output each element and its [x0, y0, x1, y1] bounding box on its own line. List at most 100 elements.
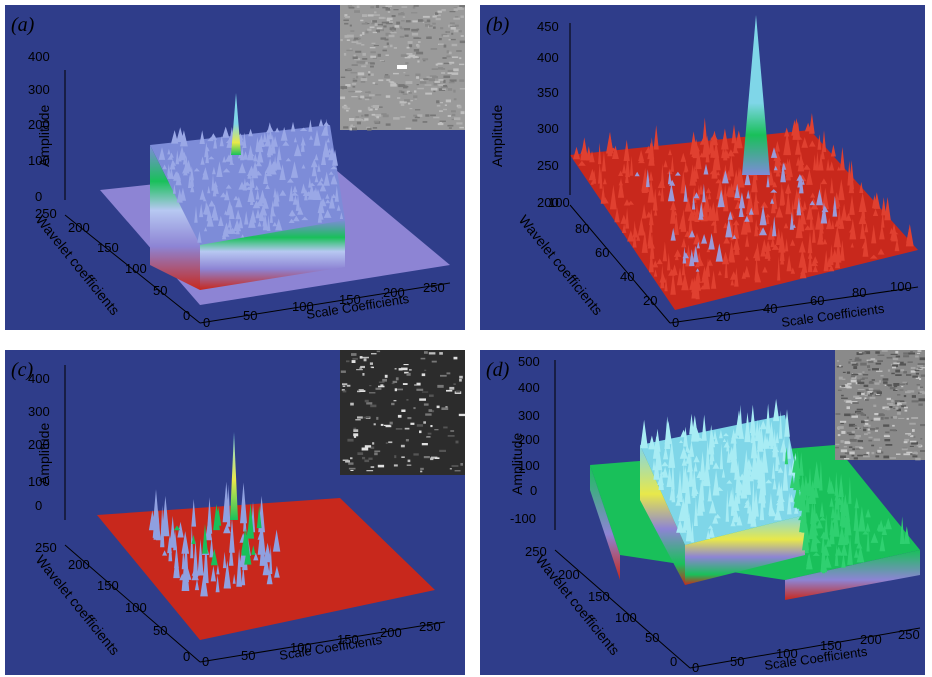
- inset-texture-mark: [448, 81, 455, 84]
- inset-texture-mark: [853, 425, 857, 427]
- inset-texture-mark: [381, 113, 387, 115]
- inset-texture-mark: [443, 85, 448, 87]
- inset-texture-mark: [892, 364, 898, 367]
- inset-texture-mark: [860, 362, 867, 366]
- inset-texture-mark: [424, 351, 428, 354]
- surface-spike: [777, 256, 781, 281]
- surface-spike: [746, 189, 750, 199]
- surface-spike: [228, 225, 234, 234]
- inset-texture-mark: [364, 98, 370, 101]
- inset-texture-mark: [450, 38, 456, 41]
- surface-spike: [713, 212, 717, 234]
- inset-texture-mark: [400, 27, 405, 30]
- surface-spike: [245, 186, 253, 190]
- inset-texture-mark: [415, 73, 421, 77]
- surface-spike: [727, 211, 733, 220]
- panel-a-label: (a): [11, 14, 35, 36]
- surface-spike: [253, 153, 258, 162]
- inset-texture-mark: [887, 369, 891, 372]
- surface-spike: [736, 469, 742, 496]
- inset-texture-mark: [388, 34, 395, 38]
- surface-spike: [314, 175, 319, 183]
- surface-spike: [744, 256, 749, 261]
- inset-texture-mark: [394, 388, 397, 392]
- inset-texture-mark: [890, 416, 893, 419]
- inset-texture-mark: [867, 431, 871, 434]
- inset-texture-mark: [424, 84, 432, 86]
- inset-texture-mark: [844, 458, 850, 460]
- inset-texture-mark: [420, 470, 423, 473]
- surface-spike: [176, 188, 183, 203]
- surface-spike: [319, 183, 327, 192]
- surface-spike: [691, 195, 696, 210]
- surface-spike: [162, 164, 167, 170]
- surface-spike: [844, 506, 852, 536]
- surface-spike: [770, 195, 776, 214]
- surface-spike: [819, 516, 827, 521]
- inset-texture-mark: [866, 416, 869, 419]
- surface-spike: [309, 135, 313, 140]
- inset-texture-mark: [364, 114, 369, 117]
- inset-texture-mark: [841, 430, 846, 434]
- inset-texture-mark: [413, 5, 419, 7]
- surface-spike: [742, 449, 750, 483]
- inset-texture-mark: [374, 114, 382, 117]
- surface-spike: [276, 190, 280, 202]
- inset-texture-mark: [857, 388, 865, 391]
- inset-texture-mark: [895, 402, 898, 405]
- surface-spike: [774, 140, 780, 152]
- surface-spike: [588, 168, 597, 181]
- inset-texture-mark: [443, 44, 447, 48]
- surface-spike: [211, 173, 215, 191]
- surface-spike: [722, 251, 729, 265]
- inset-texture-mark: [383, 424, 391, 426]
- surface-spike: [834, 546, 843, 556]
- inset-texture-mark: [436, 405, 440, 409]
- surface-spike: [158, 147, 166, 160]
- surface-spike: [241, 542, 245, 553]
- surface-spike: [272, 190, 280, 207]
- surface-spike: [766, 213, 770, 224]
- inset-texture-mark: [364, 445, 372, 448]
- surface-spike: [809, 140, 816, 147]
- surface-spike: [780, 188, 786, 205]
- surface-spike: [889, 227, 894, 234]
- surface-spike: [768, 507, 777, 517]
- surface-spike: [719, 429, 723, 439]
- inset-texture-mark: [404, 34, 409, 37]
- surface-spike: [698, 202, 704, 217]
- inset-texture-mark: [871, 444, 875, 447]
- inset-texture-mark: [840, 455, 846, 458]
- inset-texture-mark: [851, 454, 855, 457]
- panel-d-svg: (d) -100 0 100 200 300 400 500 Amplitude…: [486, 350, 925, 675]
- inset-texture-mark: [907, 361, 913, 363]
- inset-texture-mark: [869, 428, 876, 431]
- surface-spike: [905, 224, 914, 247]
- surface-spike: [775, 431, 779, 444]
- inset-texture-mark: [449, 11, 456, 13]
- inset-texture-mark: [896, 408, 901, 412]
- surface-spike: [601, 151, 606, 172]
- surface-spike: [710, 150, 718, 158]
- inset-texture-mark: [434, 14, 441, 17]
- inset-texture-mark: [849, 451, 855, 455]
- inset-texture-mark: [911, 454, 916, 456]
- surface-spike: [899, 516, 905, 544]
- surface-spike: [788, 462, 792, 476]
- inset-texture-mark: [449, 25, 454, 28]
- inset-texture-mark: [453, 356, 458, 360]
- surface-spike: [706, 530, 711, 539]
- inset-texture-mark: [384, 74, 389, 77]
- inset-texture-mark: [863, 454, 868, 456]
- inset-texture-mark: [454, 16, 459, 18]
- surface-spike: [286, 178, 294, 183]
- inset-texture-mark: [869, 396, 876, 399]
- surface-spike: [674, 253, 679, 261]
- inset-texture-mark: [846, 386, 852, 389]
- inset-texture-mark: [423, 403, 429, 406]
- surface-spike: [809, 205, 813, 230]
- inset-texture-mark: [359, 367, 362, 369]
- inset-texture-mark: [835, 413, 841, 415]
- inset-texture-mark: [451, 81, 455, 83]
- inset-texture-mark: [878, 414, 885, 417]
